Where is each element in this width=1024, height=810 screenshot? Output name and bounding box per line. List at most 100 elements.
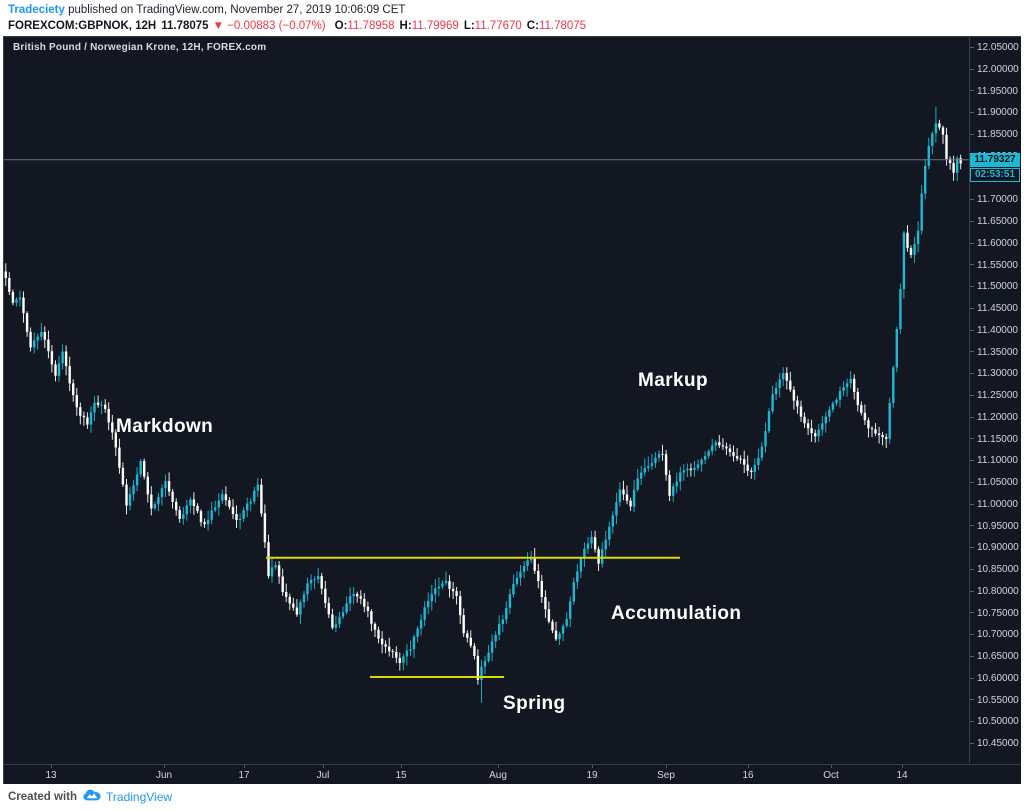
candle-body [714,442,717,446]
candle-body [696,464,700,468]
candle-body [388,646,391,652]
time-tick-mark [244,765,245,768]
candle-body [657,453,661,458]
candle-body [89,412,93,425]
candle-body [483,660,487,667]
candle-body [785,373,788,381]
candle-body [512,584,515,595]
low-label: L: [463,20,475,32]
candle-body [206,519,210,525]
time-tick-label: 14 [896,770,908,781]
candle-body [824,416,827,424]
candle-body [601,549,604,564]
candle-body [317,576,320,580]
candle-body [64,351,68,366]
annotation-accumulation[interactable]: Accumulation [611,603,742,624]
candle-body [476,655,480,680]
chart-frame: British Pound / Norwegian Krone, 12H, FO… [3,36,1021,784]
price-axis[interactable]: 10.45000 10.50000 10.55000 10.60000 10.65000… [970,37,1021,763]
time-tick-label: Aug [489,770,507,781]
candle-body [441,583,444,587]
candle-body [313,579,316,581]
time-tick-mark [401,765,402,768]
candle-body [466,633,469,638]
candle-body [753,464,756,472]
candle-body [462,615,465,634]
candle-body [363,598,366,607]
annotation-spring[interactable]: Spring [503,693,566,714]
symbol-title: FOREXCOM:GBPNOK, 12H [8,20,157,32]
candle-body [746,464,749,471]
candle-body [888,402,891,439]
candle-body [437,586,441,589]
candle-body [96,402,100,405]
time-tick-mark [51,765,52,768]
candle-body [803,416,806,424]
candle-body [22,297,25,314]
annotation-markup[interactable]: Markup [638,370,708,391]
time-axis[interactable]: 13 Jun 17 Jul 15 Aug 19 Sep 16 Oct 14 [4,764,1021,785]
candle-body [4,271,7,278]
candle-body [231,507,235,514]
candle-body [916,230,920,245]
candle-body [221,494,224,501]
candle-body [519,571,522,578]
candle-body [533,557,536,571]
time-tick-mark [164,765,165,768]
candle-body [608,526,611,540]
price-tick-label: 10.75000 [970,608,1021,620]
candle-body [224,494,228,500]
close-value: 11.78075 [538,20,587,32]
candle-body [331,614,334,628]
candle-body [79,407,82,416]
author-link[interactable]: Tradeciety [8,4,65,16]
annotation-markdown[interactable]: Markdown [116,416,214,437]
candle-body [565,618,568,626]
candle-body [661,453,664,455]
candle-body [735,456,739,459]
price-tick-label: 11.60000 [970,238,1021,250]
candle-body [373,623,377,630]
candle-body [178,510,181,519]
candle-body [249,501,252,504]
candle-body [508,594,512,608]
candle-body [175,501,178,511]
candle-body [86,417,89,425]
current-price-label: 11.79327 [970,153,1020,167]
candle-body [114,432,117,448]
candle-body [214,507,217,511]
candle-body [728,448,732,452]
candle-body [18,297,22,300]
candle-body [515,577,519,585]
candle-body [625,494,629,501]
candle-body [934,123,938,134]
candle-body [814,433,817,437]
candle-body [490,641,494,653]
candle-body [579,558,583,572]
tradingview-link[interactable]: TradingView [106,789,173,804]
candle-body [11,291,15,303]
candle-body [203,522,206,525]
price-tick-label: 11.85000 [970,129,1021,141]
candle-body [15,299,18,303]
candlestick-plot[interactable] [4,37,969,763]
price-tick-label: 11.45000 [970,303,1021,315]
candle-body [771,394,774,412]
candle-body [299,602,302,615]
time-tick-mark [748,765,749,768]
candle-body [629,500,632,507]
chart-canvas[interactable]: British Pound / Norwegian Krone, 12H, FO… [4,37,970,763]
candle-body [870,428,874,430]
price-tick-label: 11.65000 [970,216,1021,228]
candle-body [551,621,554,631]
candle-body [345,603,348,613]
price-tick-label: 11.90000 [970,107,1021,119]
candle-body [217,500,220,508]
candle-body [132,485,135,495]
time-tick-label: Oct [823,770,839,781]
candle-body [650,463,654,466]
candle-body [956,158,959,173]
candle-body [941,127,945,135]
candle-body [757,457,760,465]
candle-body [118,447,121,468]
